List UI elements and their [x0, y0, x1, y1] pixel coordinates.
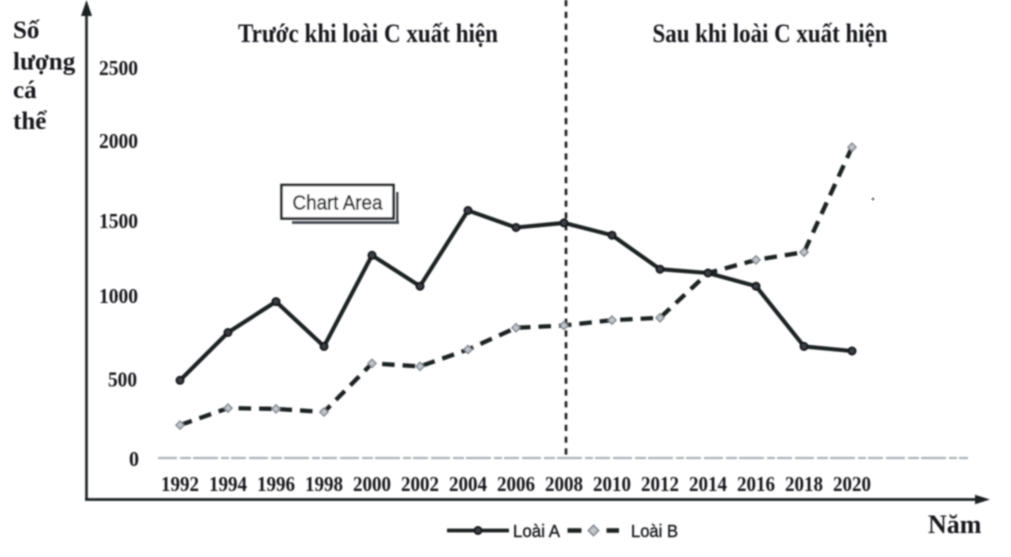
svg-text:Trước khi loài C xuất hiện: Trước khi loài C xuất hiện	[238, 19, 498, 48]
svg-text:2002: 2002	[401, 472, 439, 496]
svg-text:2000: 2000	[99, 129, 138, 153]
svg-text:thể: thể	[13, 108, 47, 135]
svg-text:lượng: lượng	[13, 49, 76, 76]
svg-text:Số: Số	[13, 17, 40, 44]
svg-text:2008: 2008	[545, 472, 583, 496]
svg-text:Loài B: Loài B	[631, 521, 678, 541]
svg-text:1994: 1994	[209, 472, 247, 496]
svg-text:2500: 2500	[99, 56, 138, 80]
svg-text:2020: 2020	[833, 472, 871, 496]
svg-text:2018: 2018	[785, 472, 823, 496]
svg-text:Chart Area: Chart Area	[293, 193, 384, 215]
svg-text:cá: cá	[13, 77, 37, 104]
svg-text:Loài A: Loài A	[513, 521, 560, 541]
svg-text:2004: 2004	[449, 472, 487, 496]
svg-text:1996: 1996	[257, 472, 295, 496]
svg-text:500: 500	[108, 368, 137, 392]
svg-text:1000: 1000	[99, 284, 138, 308]
svg-text:0: 0	[129, 447, 139, 471]
svg-text:Sau khi loài C xuất hiện: Sau khi loài C xuất hiện	[653, 19, 888, 48]
svg-text:1992: 1992	[161, 472, 199, 496]
svg-text:2006: 2006	[497, 472, 535, 496]
svg-text:2010: 2010	[593, 472, 631, 496]
svg-text:1500: 1500	[99, 209, 138, 233]
svg-text:1998: 1998	[305, 472, 343, 496]
svg-text:2012: 2012	[641, 472, 679, 496]
svg-text:2000: 2000	[353, 472, 391, 496]
svg-text:Năm: Năm	[928, 510, 982, 539]
svg-text:2016: 2016	[737, 472, 775, 496]
svg-text:2014: 2014	[689, 472, 727, 496]
